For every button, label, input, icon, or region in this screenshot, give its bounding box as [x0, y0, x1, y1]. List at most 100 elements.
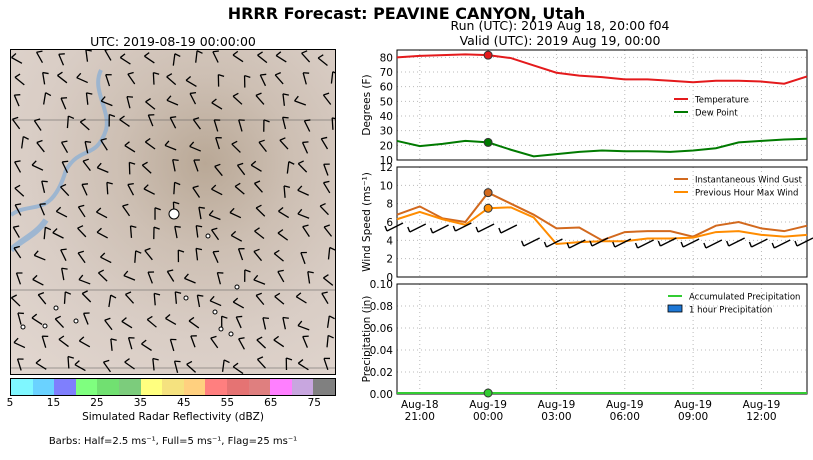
- series-line: [396, 206, 808, 246]
- y-axis-label: Degrees (F): [361, 74, 373, 135]
- wind-barb: [231, 140, 241, 153]
- wind-barb: [61, 267, 68, 281]
- wind-barb: [283, 185, 291, 198]
- wind-barb: [129, 225, 137, 238]
- current-time-marker: [483, 388, 493, 398]
- wind-barb: [16, 358, 24, 371]
- wind-barb: [106, 181, 113, 195]
- wind-barb: [277, 269, 285, 283]
- wind-barb: [543, 241, 548, 248]
- wind-barb: [108, 113, 116, 127]
- wind-barb: [126, 95, 134, 109]
- y-tick-label: 12: [380, 162, 393, 174]
- y-tick-label: 0.00: [370, 389, 393, 401]
- wind-barb: [319, 202, 329, 216]
- wind-barb: [285, 357, 293, 371]
- wind-barb: [235, 315, 243, 329]
- wind-barb: [108, 294, 117, 308]
- colorbar-swatch: [248, 379, 271, 395]
- wind-barb: [146, 315, 157, 328]
- wind-barb: [77, 225, 87, 238]
- wind-barb: [286, 161, 295, 174]
- wind-barb: [189, 91, 197, 105]
- wind-barb: [154, 207, 161, 220]
- wind-barb: [331, 117, 335, 130]
- wind-barb: [546, 238, 563, 248]
- colorbar-swatch: [226, 379, 249, 395]
- wind-barb: [591, 237, 609, 247]
- wind-barb: [147, 271, 155, 284]
- wind-barb: [127, 337, 135, 350]
- wind-barb: [302, 335, 309, 348]
- wind-barb: [323, 224, 333, 237]
- wind-barb: [11, 116, 21, 130]
- barbs-legend-note: Barbs: Half=2.5 ms⁻¹, Full=5 ms⁻¹, Flag=…: [48, 436, 298, 447]
- wind-barb: [253, 248, 263, 262]
- colorbar-swatch: [140, 379, 163, 395]
- colorbar-tick-label: 25: [90, 397, 104, 409]
- y-tick-label: 0.10: [370, 279, 393, 291]
- wind-barb: [63, 291, 72, 304]
- wind-barb: [216, 271, 224, 285]
- wind-barb: [35, 50, 44, 63]
- x-tick-label: 03:00: [541, 411, 571, 423]
- wind-barb: [273, 335, 285, 348]
- run-info: Run (UTC): 2019 Aug 18, 20:00 f04 Valid …: [430, 18, 690, 48]
- wind-barb: [300, 251, 307, 265]
- wind-barb: [796, 237, 813, 247]
- colorbar-tick-label: 65: [264, 397, 278, 409]
- wind-barb: [41, 335, 49, 348]
- wind-barb: [152, 72, 160, 85]
- wind-barb: [97, 269, 108, 282]
- wind-barb: [127, 71, 136, 85]
- wind-barb: [455, 222, 472, 232]
- wind-barb: [323, 163, 330, 176]
- current-time-marker: [483, 203, 493, 213]
- wind-barb: [95, 207, 108, 219]
- wind-barb: [100, 252, 112, 264]
- wind-barb: [500, 224, 518, 234]
- y-tick-label: 10: [380, 180, 393, 192]
- wind-barb: [124, 291, 135, 304]
- wind-barb: [104, 317, 113, 331]
- wind-barb: [79, 118, 90, 131]
- x-tick-label: Aug-19: [469, 399, 507, 411]
- wind-barb: [173, 360, 181, 373]
- wind-barb-layer: [11, 50, 335, 374]
- wind-barb: [96, 162, 109, 173]
- y-tick-label: 4: [386, 235, 393, 247]
- legend-label: Instantaneous Wind Gust: [695, 176, 803, 186]
- wind-barb: [566, 242, 570, 249]
- wind-barb: [83, 312, 90, 325]
- y-axis-label: Precipitation (in): [361, 296, 373, 383]
- colorbar-swatch: [11, 379, 33, 395]
- wind-barb: [36, 139, 45, 153]
- wind-barb: [31, 160, 44, 171]
- wind-barb: [74, 360, 86, 372]
- wind-barb: [258, 139, 267, 152]
- legend-label: Accumulated Precipitation: [689, 293, 800, 303]
- wind-barb: [521, 240, 525, 247]
- wind-barb: [250, 160, 262, 172]
- wind-barb: [255, 292, 265, 306]
- wind-barb: [326, 315, 335, 328]
- wind-barb: [14, 73, 25, 86]
- lake-shape: [11, 69, 109, 217]
- current-time-marker: [483, 137, 493, 147]
- wind-barb: [302, 224, 310, 237]
- wind-barb: [523, 237, 540, 247]
- wind-barb: [12, 225, 20, 238]
- wind-barb: [104, 50, 112, 61]
- colorbar-swatch: [118, 379, 141, 395]
- colorbar-swatch: [32, 379, 55, 395]
- wind-barb: [195, 247, 203, 261]
- wind-barb: [634, 242, 639, 249]
- y-tick-label: 0.04: [370, 345, 394, 357]
- wind-barb: [144, 247, 153, 261]
- wind-barb: [128, 161, 136, 175]
- x-tick-label: 12:00: [746, 411, 776, 423]
- wind-barb: [166, 269, 175, 282]
- y-axis-label: Wind Speed (ms⁻¹): [361, 172, 373, 272]
- wind-barb: [52, 228, 64, 239]
- wind-barb: [54, 315, 65, 328]
